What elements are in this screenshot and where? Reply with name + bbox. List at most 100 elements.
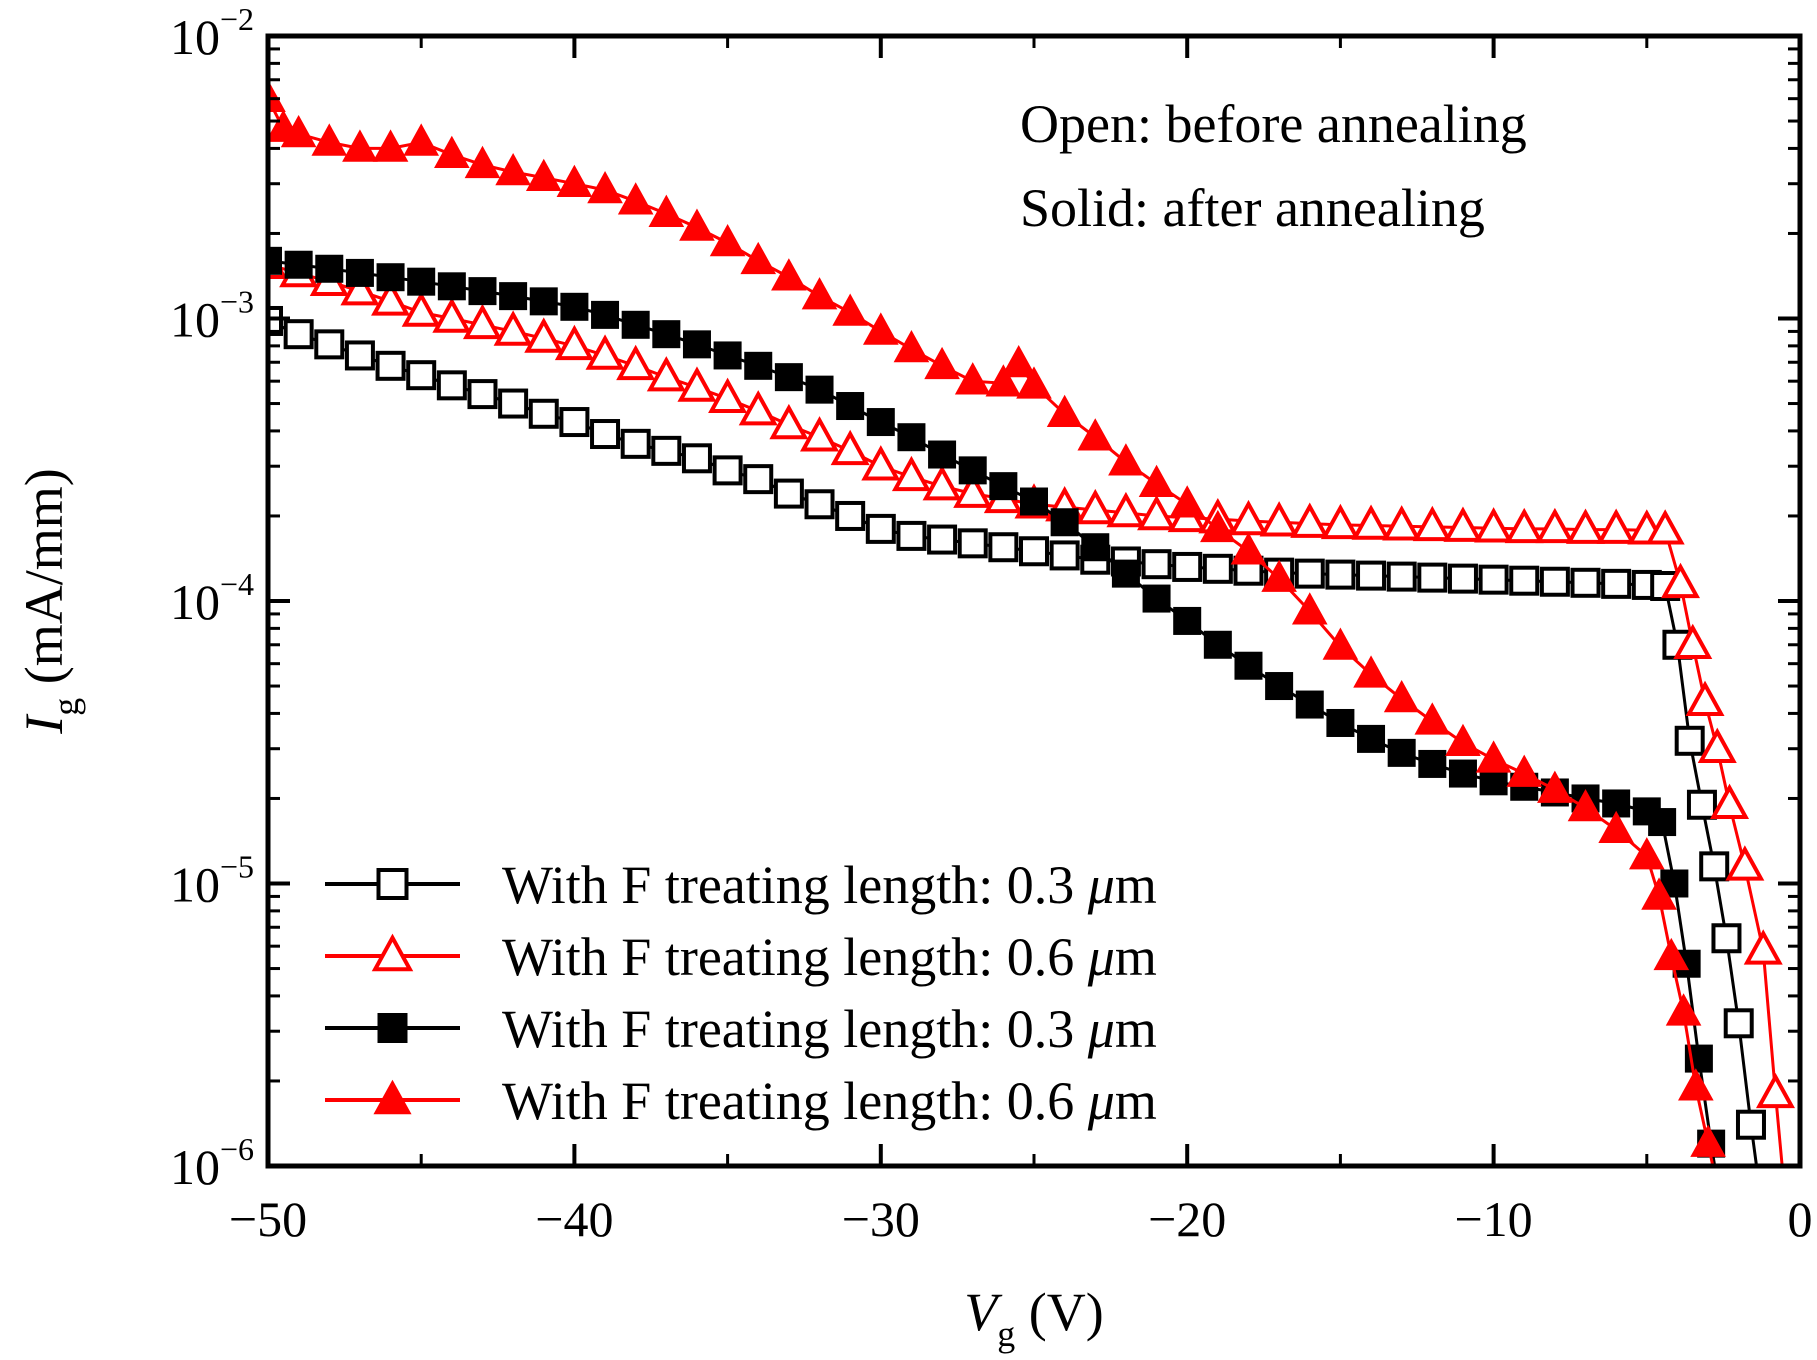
data-point [1418, 749, 1447, 778]
data-point [862, 312, 899, 345]
data-point [1660, 562, 1701, 599]
data-point [1142, 584, 1171, 613]
y-tick-label: 10−5 [170, 849, 254, 913]
data-point [1412, 505, 1452, 542]
data-point [283, 319, 314, 350]
data-point [830, 429, 870, 466]
data-point [406, 360, 437, 391]
data-point [464, 145, 501, 179]
data-point [1641, 877, 1677, 910]
data-point [268, 305, 283, 336]
legend-label: With F treating length: 0.6 μm [502, 1071, 1157, 1131]
x-tick-label: −30 [842, 1191, 920, 1247]
data-point [805, 375, 834, 404]
data-point [493, 310, 533, 346]
data-point [740, 241, 777, 275]
data-point [1075, 488, 1115, 525]
data-point [989, 472, 1018, 501]
data-point [958, 456, 987, 485]
data-point [651, 435, 682, 466]
data-point [280, 114, 317, 148]
data-point [1173, 606, 1202, 635]
data-point [559, 407, 590, 438]
y-axis-title: Ig (mA/mm) [14, 468, 86, 734]
data-point [682, 330, 711, 359]
data-point [1645, 509, 1685, 545]
series-3 [268, 246, 1733, 1214]
data-point [528, 398, 559, 429]
data-point [1747, 1180, 1773, 1206]
data-point [344, 340, 375, 371]
legend-label: With F treating length: 0.3 μm [502, 855, 1157, 915]
data-point [434, 135, 470, 168]
data-point [1020, 487, 1048, 516]
data-point [1414, 702, 1451, 735]
tick-layer: −50 −40 −30 −20 −10 0 10−6 10−5 10−4 10−3 10−2 [170, 1, 1813, 1247]
data-point [988, 532, 1019, 563]
data-point [401, 291, 441, 327]
data-point [924, 346, 960, 380]
data-point [896, 520, 927, 551]
data-point [468, 277, 497, 306]
data-point [432, 297, 472, 333]
data-point [1417, 562, 1448, 593]
data-point [1506, 754, 1543, 787]
data-point [866, 408, 895, 437]
legend-marker [377, 1013, 408, 1043]
data-point [1690, 1124, 1726, 1157]
data-point [284, 250, 313, 279]
x-tick-label: −40 [535, 1191, 613, 1247]
data-point [1725, 845, 1765, 881]
data-point [1383, 679, 1420, 713]
data-point [985, 364, 1022, 397]
legend-marker [376, 868, 409, 900]
data-point [1138, 464, 1175, 498]
data-point [709, 224, 746, 257]
data-point [836, 392, 865, 421]
series-line [268, 319, 1759, 1166]
data-point [1673, 623, 1713, 660]
data-point [1674, 725, 1705, 756]
data-point [1111, 559, 1140, 588]
data-point [1743, 929, 1783, 965]
data-point [403, 123, 440, 156]
data-point [315, 254, 344, 283]
series-2 [268, 243, 1795, 1166]
data-point [1707, 1188, 1733, 1214]
data-point [560, 292, 589, 321]
data-point [499, 282, 528, 311]
data-point [1261, 559, 1297, 592]
data-point [1678, 1068, 1714, 1101]
data-point [345, 258, 374, 287]
data-point [498, 388, 529, 419]
data-point [495, 153, 531, 186]
data-point [407, 267, 436, 296]
data-point [1000, 345, 1037, 378]
data-point [1320, 503, 1360, 540]
legend-item: With F treating length: 0.3 μm [325, 999, 1157, 1059]
legend-label: With F treating length: 0.3 μm [502, 999, 1157, 1059]
y-tick-label: 10−2 [170, 1, 254, 65]
data-point [953, 472, 993, 508]
data-point [1735, 1109, 1766, 1140]
data-point [1596, 508, 1636, 544]
data-point [1685, 680, 1725, 717]
data-point [865, 513, 896, 544]
data-point [621, 310, 650, 339]
data-point [1443, 506, 1483, 542]
data-point [771, 258, 807, 291]
data-point [1699, 851, 1730, 882]
data-point [1265, 672, 1294, 701]
data-point [467, 379, 498, 410]
data-point [832, 293, 868, 326]
data-point [1387, 738, 1416, 767]
data-point [893, 329, 930, 363]
data-point [268, 79, 286, 112]
data-point [617, 182, 654, 215]
data-point [835, 500, 866, 531]
data-point [1628, 837, 1665, 870]
data-point [1539, 566, 1570, 597]
legend-marker [371, 933, 414, 972]
data-point [1326, 708, 1355, 737]
data-point [1445, 723, 1481, 757]
